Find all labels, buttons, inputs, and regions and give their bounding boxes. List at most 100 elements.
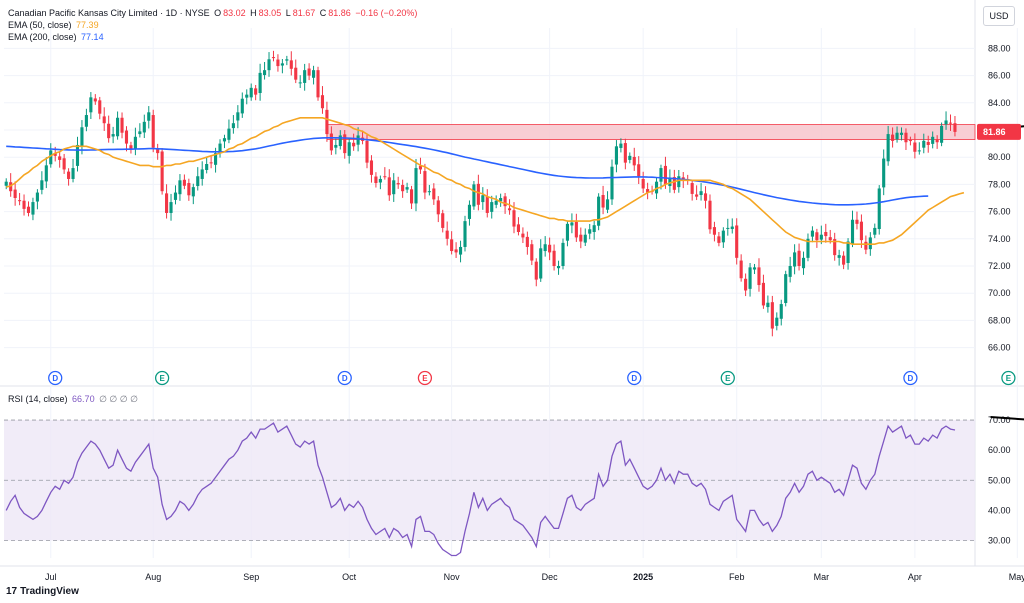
candle-body — [303, 70, 307, 83]
candle-body — [325, 109, 329, 135]
candle-body — [846, 241, 850, 264]
currency-button[interactable]: USD — [983, 6, 1015, 26]
candle-body — [271, 57, 276, 59]
candle-body — [730, 226, 734, 230]
candle-body — [735, 225, 739, 258]
candle-body — [726, 227, 730, 229]
candle-body — [289, 60, 293, 69]
rsi-tick-label: 30.00 — [988, 535, 1011, 545]
price-axis[interactable]: 88.0086.0084.0082.0080.0078.0076.0074.00… — [977, 43, 1021, 353]
candle-body — [855, 219, 859, 224]
close-value: 81.86 — [328, 8, 351, 18]
candle-body — [414, 168, 418, 204]
candle-body — [815, 232, 819, 241]
ema200-line — [6, 137, 929, 206]
candle-body — [116, 117, 120, 137]
candle-body — [383, 176, 387, 178]
candle-body — [35, 192, 39, 202]
candle-body — [205, 164, 209, 170]
candle-body — [824, 232, 828, 237]
candle-body — [369, 160, 374, 175]
candle-body — [917, 150, 921, 152]
candle-body — [227, 128, 231, 140]
candle-body — [4, 181, 8, 186]
candle-body — [837, 255, 841, 258]
event-marker-label: D — [52, 374, 58, 383]
event-marker-label: E — [159, 374, 165, 383]
price-tick-label: 88.00 — [988, 43, 1011, 53]
candle-body — [165, 193, 169, 213]
event-marker-label: D — [908, 374, 914, 383]
candle-body — [850, 219, 855, 244]
ema200-label: EMA (200, close) — [8, 32, 77, 42]
candle-body — [418, 165, 423, 170]
candle-body — [877, 188, 881, 230]
candle-body — [712, 227, 716, 235]
candle-body — [62, 158, 66, 170]
candle-body — [891, 134, 895, 141]
candle-body — [810, 230, 814, 237]
candle-body — [530, 244, 534, 261]
legend-rsi: RSI (14, close) 66.70 ∅ ∅ ∅ ∅ — [8, 394, 140, 405]
ema-lines — [5, 117, 965, 245]
last-price-label: 81.86 — [983, 127, 1006, 137]
candle-body — [565, 223, 570, 241]
candle-body — [334, 144, 338, 148]
candle-body — [534, 261, 538, 280]
candle-body — [356, 135, 360, 145]
candle-body — [298, 82, 302, 84]
candle-body — [739, 260, 743, 279]
ema50-value: 77.39 — [76, 20, 99, 30]
candle-body — [378, 178, 382, 183]
tradingview-logo: 17 TradingView — [6, 586, 79, 597]
rsi-extra: ∅ ∅ ∅ ∅ — [99, 394, 138, 404]
candle-body — [485, 196, 489, 213]
candle-body — [120, 117, 124, 133]
candle-body — [721, 230, 725, 243]
candle-body — [561, 242, 565, 266]
candle-body — [677, 176, 681, 188]
candle-body — [396, 183, 400, 185]
candle-body — [111, 134, 115, 137]
candle-body — [579, 234, 583, 242]
event-marker-earnings-past — [154, 370, 170, 386]
candle-body — [258, 72, 262, 94]
low-value: 81.67 — [292, 8, 316, 18]
last-price-tag — [977, 123, 1021, 140]
candle-body — [525, 236, 529, 247]
candle-body — [427, 191, 431, 193]
candle-body — [935, 139, 939, 143]
candle-body — [570, 222, 574, 226]
time-tick-label: Apr — [908, 572, 922, 582]
tradingview-mark-icon: 17 — [6, 586, 18, 597]
legend-ohlc: Canadian Pacific Kansas City Limited · 1… — [8, 8, 419, 19]
candle-body — [503, 196, 507, 207]
candle-body — [245, 94, 249, 98]
candle-body — [752, 267, 757, 270]
candle-body — [343, 134, 347, 154]
candle-body — [365, 140, 369, 163]
candle-body — [948, 122, 953, 124]
candle-body — [703, 193, 708, 201]
candle-body — [605, 199, 610, 210]
candle-body — [147, 112, 151, 121]
candle-body — [552, 250, 556, 266]
candle-body — [904, 132, 908, 143]
candle-body — [454, 249, 458, 253]
time-axis[interactable]: JulAugSepOctNovDec2025FebMarAprMayJun — [45, 572, 1024, 582]
candle-body — [84, 115, 88, 127]
price-tick-label: 84.00 — [988, 98, 1011, 108]
candle-body — [784, 274, 788, 303]
rsi-tick-label: 60.00 — [988, 445, 1011, 455]
candle-body — [280, 63, 284, 66]
candle-body — [312, 70, 316, 78]
candle-body — [133, 136, 137, 149]
price-tick-label: 70.00 — [988, 288, 1011, 298]
candle-body — [316, 70, 320, 98]
legend-ema50: EMA (50, close) 77.39 — [8, 20, 101, 31]
rsi-tick-label: 70.00 — [988, 415, 1011, 425]
candle-body — [26, 206, 31, 213]
candle-body — [44, 165, 48, 182]
candle-body — [182, 179, 186, 186]
